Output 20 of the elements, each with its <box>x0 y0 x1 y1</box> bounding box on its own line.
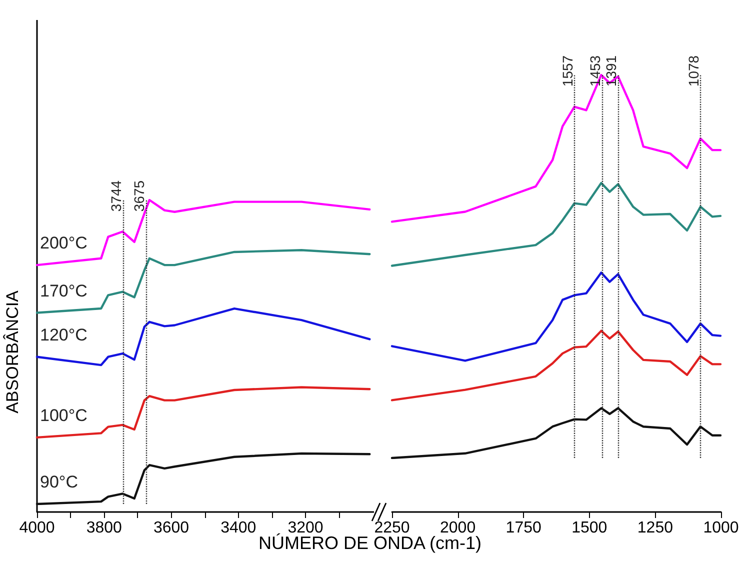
series-label: 90°C <box>40 472 78 492</box>
ref-line-label: 1391 <box>603 55 620 87</box>
ref-line-label: 1078 <box>685 55 702 87</box>
ref-line-label: 3675 <box>131 180 148 212</box>
x-tick-label: 1750 <box>506 520 542 536</box>
series-label: 170°C <box>40 281 88 300</box>
x-tick-label: 3600 <box>153 520 190 536</box>
x-tick-label: 3800 <box>86 520 122 536</box>
ref-line-label: 3744 <box>108 180 124 212</box>
series-label: 200°C <box>40 234 88 253</box>
x-tick-label: 1000 <box>703 520 739 536</box>
x-tick-label: 1500 <box>572 520 608 536</box>
series-label: 120°C <box>40 325 88 344</box>
ref-line-label: 1453 <box>586 55 603 87</box>
ref-line-label: 1557 <box>559 55 576 87</box>
x-tick-label: 3400 <box>220 520 256 536</box>
y-axis-title: ABSORBÂNCIA <box>3 290 22 414</box>
x-tick-label: 4000 <box>19 520 55 536</box>
series-label: 100°C <box>40 406 88 425</box>
x-tick-label: 1250 <box>637 520 674 536</box>
